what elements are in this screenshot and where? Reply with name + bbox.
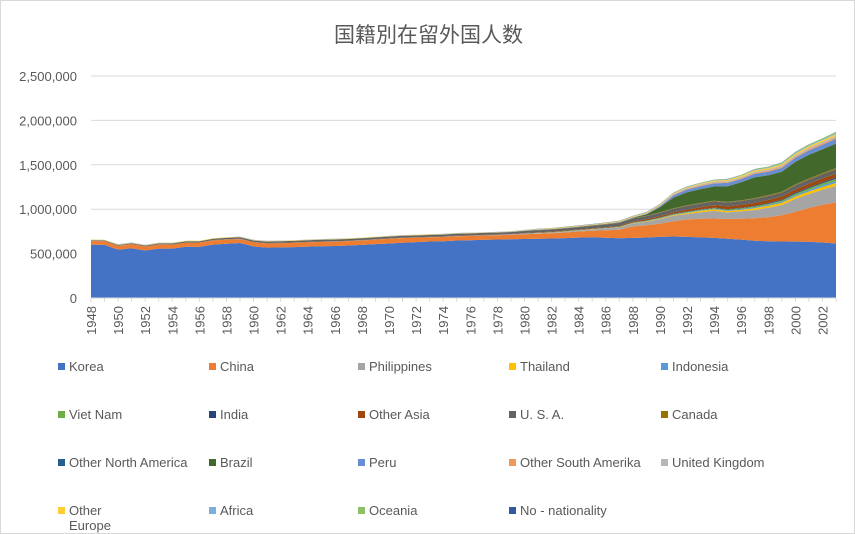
legend-swatch bbox=[209, 459, 216, 466]
legend-swatch bbox=[509, 459, 516, 466]
x-tick-label: 1948 bbox=[84, 306, 99, 335]
area-series-korea bbox=[91, 236, 836, 298]
legend-swatch bbox=[509, 411, 516, 418]
legend-swatch bbox=[358, 459, 365, 466]
y-tick-label: 1,500,000 bbox=[19, 158, 77, 173]
area-series-other-asia bbox=[91, 173, 836, 247]
x-tick-label: 1988 bbox=[626, 306, 641, 335]
y-tick-label: 500,000 bbox=[30, 247, 77, 262]
y-tick-label: 2,500,000 bbox=[19, 69, 77, 84]
x-tick-label: 1972 bbox=[409, 306, 424, 335]
x-tick-label: 1962 bbox=[274, 306, 289, 335]
legend-label: China bbox=[220, 359, 254, 374]
legend-label: United Kingdom bbox=[672, 455, 765, 470]
legend-swatch bbox=[358, 507, 365, 514]
legend-label: Viet Nam bbox=[69, 407, 123, 422]
x-tick-label: 1968 bbox=[355, 306, 370, 335]
legend-label: Other North America bbox=[69, 455, 188, 470]
legend-label: U. S. A. bbox=[520, 407, 565, 422]
x-tick-label: 1952 bbox=[138, 306, 153, 335]
legend-label: Oceania bbox=[369, 503, 418, 518]
legend-label: Canada bbox=[672, 407, 718, 422]
legend-swatch bbox=[661, 411, 668, 418]
legend-swatch bbox=[509, 507, 516, 514]
area-series-peru bbox=[91, 138, 836, 246]
chart-title: 国籍別在留外国人数 bbox=[334, 23, 523, 47]
legend-swatch bbox=[58, 507, 65, 514]
x-tick-label: 2000 bbox=[788, 306, 803, 335]
legend-label: India bbox=[220, 407, 249, 422]
legend-swatch bbox=[58, 459, 65, 466]
x-tick-label: 1984 bbox=[572, 306, 587, 335]
y-tick-label: 0 bbox=[70, 291, 77, 306]
area-series-philippines bbox=[91, 186, 836, 247]
x-tick-label: 1998 bbox=[761, 306, 776, 335]
y-tick-label: 1,000,000 bbox=[19, 202, 77, 217]
legend-label: Indonesia bbox=[672, 359, 729, 374]
area-series-china bbox=[91, 202, 836, 251]
x-tick-label: 1994 bbox=[707, 306, 722, 335]
x-tick-label: 1992 bbox=[680, 306, 695, 335]
legend-swatch bbox=[358, 363, 365, 370]
legend-swatch bbox=[661, 459, 668, 466]
x-tick-label: 1950 bbox=[111, 306, 126, 335]
x-tick-label: 1980 bbox=[517, 306, 532, 335]
legend-label: Africa bbox=[220, 503, 254, 518]
x-tick-label: 1974 bbox=[436, 306, 451, 335]
x-tick-label: 1966 bbox=[328, 306, 343, 335]
legend-label: Philippines bbox=[369, 359, 432, 374]
area-series-brazil bbox=[91, 143, 836, 246]
legend-swatch bbox=[661, 363, 668, 370]
x-tick-label: 1986 bbox=[599, 306, 614, 335]
y-tick-label: 2,000,000 bbox=[19, 113, 77, 128]
x-tick-label: 1978 bbox=[490, 306, 505, 335]
area-series-u-s-a- bbox=[91, 169, 836, 247]
x-tick-label: 1996 bbox=[734, 306, 749, 335]
legend-label: Brazil bbox=[220, 455, 253, 470]
legend-label: Peru bbox=[369, 455, 397, 470]
legend-swatch bbox=[58, 411, 65, 418]
legend-label: Other Asia bbox=[369, 407, 430, 422]
legend-swatch bbox=[358, 411, 365, 418]
x-tick-label: 1970 bbox=[382, 306, 397, 335]
legend-swatch bbox=[209, 363, 216, 370]
x-tick-label: 2002 bbox=[815, 306, 830, 335]
x-tick-label: 1982 bbox=[545, 306, 560, 335]
x-tick-label: 1990 bbox=[653, 306, 668, 335]
legend-label: No - nationality bbox=[520, 503, 607, 518]
legend-swatch bbox=[58, 363, 65, 370]
legend-swatch bbox=[209, 411, 216, 418]
x-tick-label: 1976 bbox=[463, 306, 478, 335]
legend-swatch bbox=[509, 363, 516, 370]
x-tick-label: 1960 bbox=[247, 306, 262, 335]
legend-label: Other South Amerika bbox=[520, 455, 641, 470]
x-tick-label: 1958 bbox=[219, 306, 234, 335]
x-tick-label: 1956 bbox=[192, 306, 207, 335]
x-tick-label: 1954 bbox=[165, 306, 180, 335]
x-tick-label: 1964 bbox=[301, 306, 316, 335]
legend-label: Other Europe bbox=[69, 503, 111, 533]
legend-swatch bbox=[209, 507, 216, 514]
legend-label: Thailand bbox=[520, 359, 570, 374]
legend-label: Korea bbox=[69, 359, 104, 374]
